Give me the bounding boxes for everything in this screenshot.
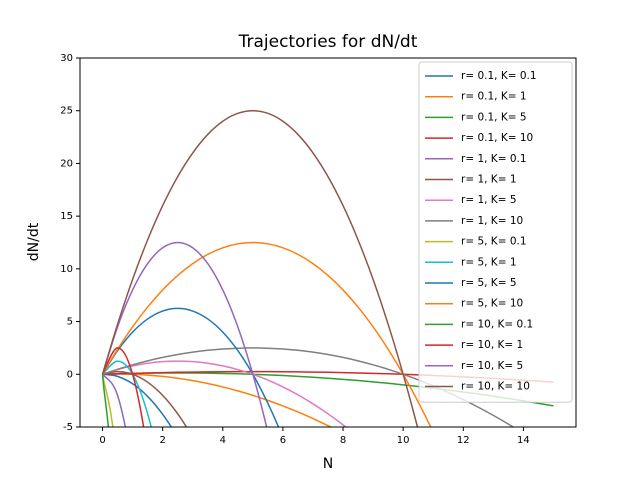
y-tick-label: 25 — [60, 106, 73, 117]
legend-label: r= 1, K= 10 — [461, 215, 523, 227]
series-line — [101, 307, 280, 427]
x-tick-label: 10 — [397, 435, 410, 446]
series-line — [102, 360, 347, 427]
series-line — [101, 109, 419, 427]
y-tick-label: 5 — [67, 317, 73, 328]
axes-frame — [79, 57, 577, 428]
legend-label: r= 5, K= 5 — [461, 277, 517, 289]
chart-title: Trajectories for dN/dt — [238, 32, 418, 52]
legend-label: r= 0.1, K= 0.1 — [461, 70, 537, 82]
legend-label: r= 5, K= 10 — [461, 298, 523, 310]
x-tick-label: 8 — [340, 435, 346, 446]
plot-area — [101, 109, 554, 427]
y-tick-label: 10 — [60, 264, 73, 275]
legend: r= 0.1, K= 0.1 r= 0.1, K= 1 r= 0.1, K= 5 r=… — [418, 61, 573, 403]
legend-label: r= 5, K= 1 — [461, 256, 517, 268]
y-tick-label: -5 — [63, 422, 73, 433]
legend-label: r= 0.1, K= 1 — [461, 91, 527, 103]
x-tick-label: 4 — [220, 435, 226, 446]
legend-label: r= 1, K= 0.1 — [461, 153, 527, 165]
legend-label: r= 10, K= 0.1 — [461, 318, 533, 330]
y-axis-label: dN/dt — [26, 222, 42, 261]
legend-box — [418, 61, 573, 403]
y-tick-label: 0 — [67, 369, 73, 380]
x-tick-label: 2 — [159, 435, 165, 446]
legend-label: r= 0.1, K= 5 — [461, 111, 527, 123]
y-tick-label: 15 — [60, 211, 73, 222]
legend-label: r= 10, K= 1 — [461, 339, 523, 351]
series-line — [101, 241, 268, 427]
x-axis-label: N — [323, 456, 333, 472]
series-line — [102, 373, 333, 427]
legend-label: r= 1, K= 1 — [461, 174, 517, 186]
legend-label: r= 5, K= 0.1 — [461, 236, 527, 248]
legend-label: r= 10, K= 5 — [461, 360, 523, 372]
legend-label: r= 1, K= 5 — [461, 194, 517, 206]
y-tick-label: 20 — [60, 158, 73, 169]
legend-label: r= 0.1, K= 10 — [461, 132, 533, 144]
y-tick-label: 30 — [60, 53, 73, 64]
legend-label: r= 10, K= 10 — [461, 381, 530, 393]
x-tick-label: 14 — [517, 435, 530, 446]
series-line — [101, 241, 432, 427]
x-tick-label: 12 — [457, 435, 470, 446]
series-line — [102, 347, 515, 427]
x-tick-label: 0 — [99, 435, 105, 446]
x-tick-label: 6 — [280, 435, 286, 446]
axes: 0 2 4 6 8 10 12 14 -5 0 5 10 15 20 25 30 — [60, 53, 529, 446]
